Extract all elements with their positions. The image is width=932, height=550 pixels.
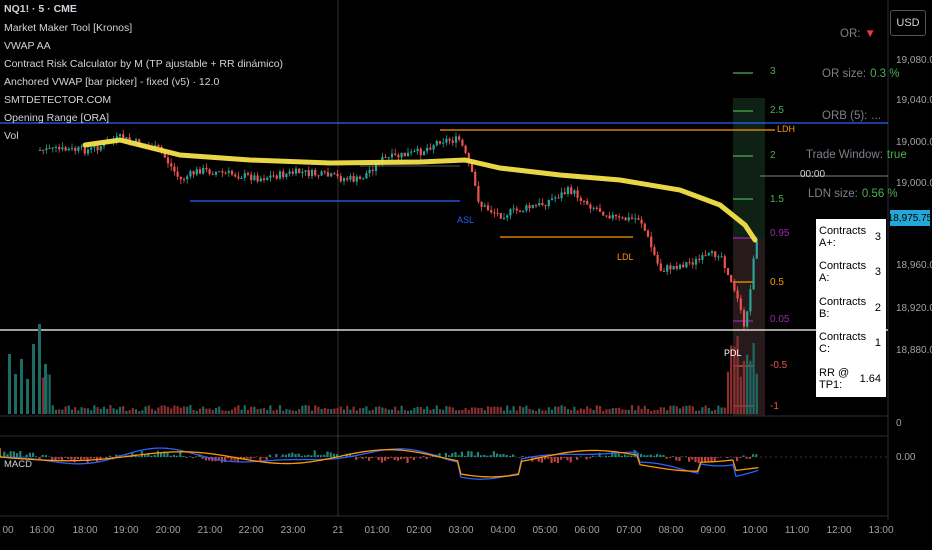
time-tick: 02:00 [406,525,432,536]
ldh-label: LDH [777,124,796,134]
fib-label: -0.5 [770,360,788,371]
fib-label: 3 [770,66,776,77]
stat-orb: ORB (5):... [822,110,881,122]
price-tick: 18,880.00 [896,345,932,356]
macd-axis-zero: 0 [896,418,902,429]
fib-label: -1 [770,401,779,412]
time-tick: 04:00 [490,525,516,536]
indicator-risk-calc[interactable]: Contract Risk Calculator by M (TP ajusta… [4,58,284,70]
asl-label: ASL [457,215,475,225]
indicator-kronos[interactable]: Market Maker Tool [Kronos] [4,22,133,34]
macd-line [0,447,759,480]
stat-trade-window: Trade Window: true [806,149,907,161]
vwap-line [82,137,758,243]
time-tick: 00 [2,525,14,536]
stat-or: OR: ▼ [840,28,876,40]
macd-axis-value: 0.00 [896,452,916,463]
fib-label: 2 [770,150,776,161]
time-tick: 06:00 [574,525,600,536]
ldl-label: LDL [617,252,634,262]
contracts-row: Contracts A+: 3 [819,224,881,249]
price-tick: 18,920.00 [896,303,932,314]
currency-button[interactable]: USD [890,10,926,36]
time-tick: 08:00 [658,525,684,536]
signal-line [0,448,759,478]
time-marker-label: 00:00 [800,169,826,180]
time-tick: 03:00 [448,525,474,536]
time-tick: 11:00 [784,525,810,536]
symbol-title[interactable]: NQ1! · 5 · CME [4,3,77,15]
indicator-opening-range[interactable]: Opening Range [ORA] [4,112,110,124]
fib-label: 1.5 [770,194,784,205]
time-tick: 19:00 [113,525,139,536]
fib-label: 0.05 [770,314,790,325]
indicator-smt[interactable]: SMTDETECTOR.COM [4,94,112,106]
contracts-row: RR @ TP1: 1.64 [819,366,881,391]
indicator-vol[interactable]: Vol [4,130,19,142]
price-tick: 19,000.00 [896,137,932,148]
contracts-row: Contracts C: 1 [819,331,881,356]
time-tick: 07:00 [616,525,642,536]
time-tick: 18:00 [72,525,98,536]
time-tick: 22:00 [238,525,264,536]
time-tick: 20:00 [155,525,181,536]
current-price-label: 18,975.75 [888,210,932,226]
pdl-label: PDL [724,348,742,358]
fib-label: 0.95 [770,228,790,239]
time-tick: 21 [332,525,344,536]
time-tick: 05:00 [532,525,558,536]
price-tick: 18,960.00 [896,260,932,271]
contracts-row: Contracts A: 3 [819,260,881,285]
macd-label[interactable]: MACD [4,459,32,470]
stat-ldn-size: LDN size: 0.56 % [808,188,898,200]
price-tick: 19,040.00 [896,95,932,106]
contracts-row: Contracts B: 2 [819,295,881,320]
time-tick: 12:00 [826,525,852,536]
macd-histogram [0,449,761,464]
indicator-vwap[interactable]: VWAP AA [4,40,51,52]
time-tick: 16:00 [29,525,55,536]
indicator-anchored-vwap[interactable]: Anchored VWAP [bar picker] - fixed (v5) … [4,76,220,88]
time-tick: 23:00 [280,525,306,536]
contracts-table: Contracts A+: 3 Contracts A: 3 Contracts B… [816,219,886,397]
time-tick: 21:00 [197,525,223,536]
price-tick: 19,000.00 [896,178,932,189]
time-tick: 09:00 [700,525,726,536]
time-tick: 01:00 [364,525,390,536]
volume-bars [8,324,758,414]
time-tick: 10:00 [742,525,768,536]
fib-label: 2.5 [770,105,784,116]
fib-label: 0.5 [770,277,784,288]
stat-or-size: OR size: 0.3 % [822,68,900,80]
price-tick: 19,080.00 [896,55,932,66]
time-tick: 13:00 [868,525,894,536]
